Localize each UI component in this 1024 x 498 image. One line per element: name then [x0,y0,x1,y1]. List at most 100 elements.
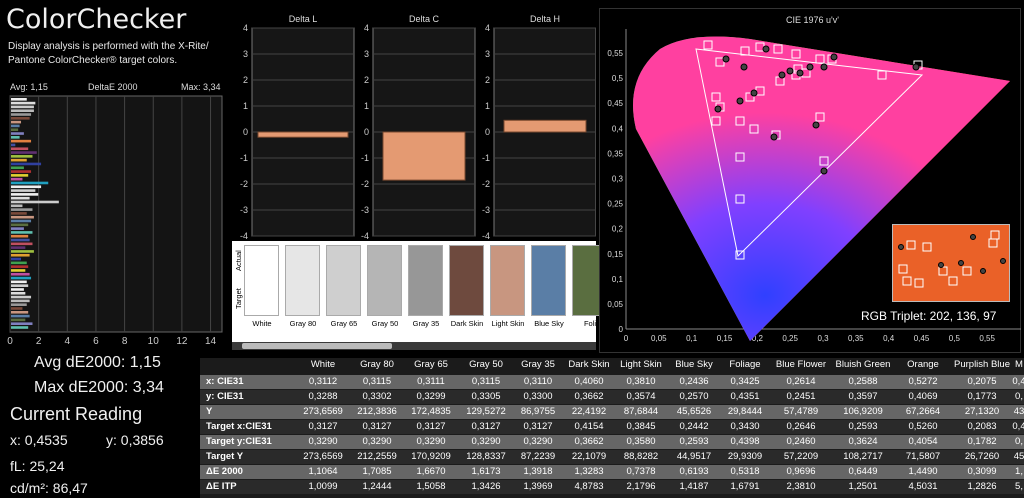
cie-target-marker [711,116,721,126]
table-cell: 0,3127 [416,421,446,432]
rgb-triplet: RGB Triplet: 202, 136, 97 [861,309,997,323]
table-cell: 1,2444 [362,481,392,492]
column-header: Gray 65 [414,359,448,370]
deltae-bar [11,120,22,124]
table-cell: 128,8337 [466,451,506,462]
table-cell: 0,2075 [967,376,997,387]
table-cell: 0,3127 [523,421,553,432]
deltae-bar [11,280,27,284]
target-label: Target [234,288,243,309]
zoom-target-marker [898,264,908,274]
table-cell: 1,6791 [730,481,760,492]
table-cell: 0,4069 [908,391,938,402]
zoom-target-marker [922,242,932,252]
cie-target-marker [815,54,825,64]
deltae-bar [11,136,20,139]
row-label: Target Y [206,451,244,462]
swatch [326,245,361,316]
table-cell: 1,4490 [908,466,938,477]
deltae-bar [11,196,30,200]
deltae-bar [11,200,59,204]
cie-measured-marker [762,45,770,53]
deltae-bar [11,147,29,151]
description-text: Display analysis is performed with the X… [8,41,209,66]
zoom-target-marker [948,276,958,286]
deltae-bar [11,314,30,318]
deltae-bar [11,181,49,185]
cie-measured-marker [750,89,758,97]
table-cell: 1,7085 [362,466,392,477]
table-cell: 0,4154 [574,421,604,432]
delta-tick-label: 2 [243,75,248,85]
delta-panel-title: Delta L [289,14,318,24]
deltae-bar [11,109,34,113]
deltae-bar [11,132,24,135]
table-cell: 0,2593 [679,436,709,447]
zoom-measured-marker [898,244,904,250]
table-cell: 0,2460 [786,436,816,447]
deltae-tick-label: 6 [93,336,99,347]
delta-tick-label: 0 [243,127,248,137]
delta-tick-label: 1 [243,101,248,111]
deltae-bar [11,128,19,132]
cie-y-tick: 0,05 [607,300,623,309]
deltae-bar [11,155,33,158]
deltae-bar [11,238,30,242]
cie-target-marker [749,124,759,134]
column-header: Foliage [729,359,761,370]
table-cell: 1,1064 [308,466,338,477]
swatch-scrollbar[interactable] [232,342,596,350]
deltae-bar [11,284,29,287]
delta-tick-label: 4 [364,23,369,33]
scrollbar-thumb[interactable] [242,343,392,349]
reading-fl: fL: 25,24 [10,458,65,474]
row-label: ΔE ITP [206,481,237,492]
delta-tick-label: 3 [364,49,369,59]
table-cell: 0,3300 [523,391,553,402]
swatch [531,245,566,316]
table-cell: 1,2501 [848,481,878,492]
table-cell: 1,3969 [523,481,553,492]
column-header: Blue Flower [775,359,827,370]
deltae-bar [11,204,23,208]
table-cell: 0,3115 [471,376,501,387]
cie-y-tick: 0,55 [607,49,623,58]
table-cell: 27,1320 [964,406,1000,417]
deltae-tick-label: 8 [122,336,128,347]
table-cell: 0,4 [1012,421,1024,432]
deltae-bar [11,189,36,192]
table-cell: 1,6173 [471,466,501,477]
table-cell: 0,3115 [362,376,392,387]
row-label: Target y:CIE31 [206,436,272,447]
deltae-bar [11,158,27,162]
delta-tick-label: -1 [361,153,369,163]
table-row: y: CIE31 0,3288 0,3302 0,3299 0,3305 0,3300 0,… [200,390,1024,404]
deltae-bar [11,253,30,257]
deltae-bar [11,265,29,268]
swatch-strip: Actual Target White Gray 80 Gray 65 Gray 50… [232,241,607,342]
table-cell: 129,5272 [466,406,506,417]
table-cell: 273,6569 [303,451,343,462]
table-cell: 0,2570 [679,391,709,402]
swatch [244,245,279,316]
table-cell: 212,3836 [357,406,397,417]
cie-measured-marker [736,97,744,105]
deltae-bar [11,185,42,189]
deltae-tick-label: 4 [65,336,71,347]
cie-target-marker [715,57,725,67]
swatch [449,245,484,316]
cie-y-tick: 0 [619,325,624,334]
deltae-bar [11,299,30,303]
gamut-triangle [695,48,924,258]
table-cell: 0,3302 [362,391,392,402]
table-cell: 1,3426 [471,481,501,492]
table-cell: 0,1773 [967,391,997,402]
deltae-bar [11,177,23,181]
swatch-label: Gray 50 [371,319,399,328]
deltae-bar [11,303,27,306]
deltae-bar [11,307,23,310]
delta-tick-label: -2 [482,179,490,189]
table-cell: 0,3662 [574,391,604,402]
table-cell: 0,3305 [471,391,501,402]
column-header: Light Skin [620,359,662,370]
